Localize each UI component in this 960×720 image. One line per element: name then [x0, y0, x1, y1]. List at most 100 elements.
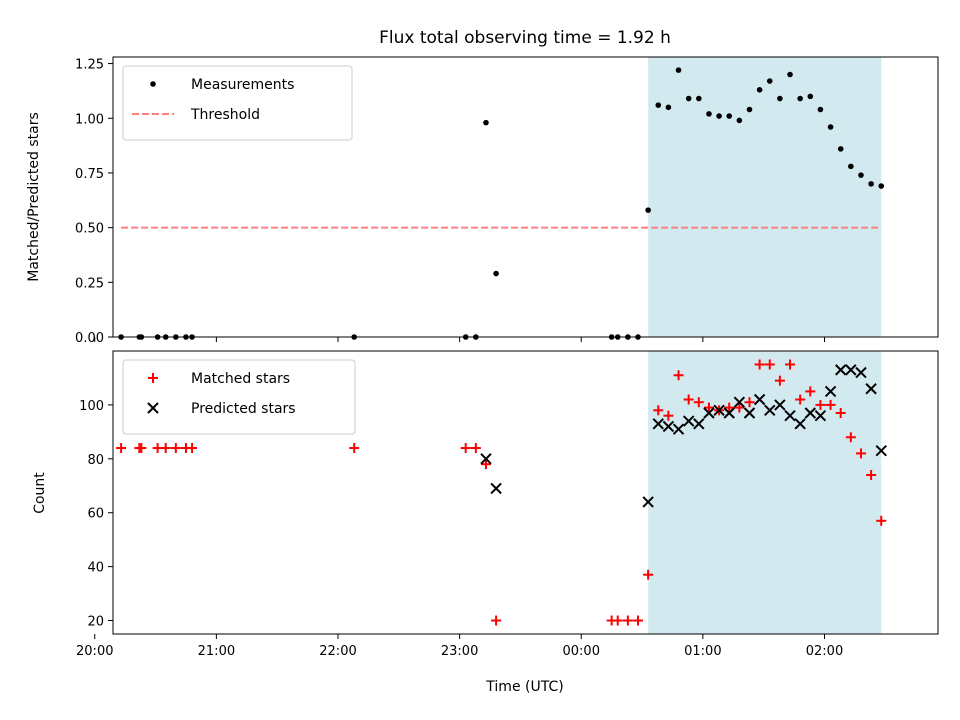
- measurement-point: [685, 95, 692, 102]
- bottom-y-tick-label: 60: [87, 507, 104, 522]
- predicted-star-point-b: [713, 404, 725, 417]
- bottom-x-axis-label: Time (UTC): [485, 679, 563, 695]
- measurement-point: [777, 95, 783, 102]
- matched-star-point: [622, 615, 633, 626]
- predicted-star-point-b: [855, 366, 867, 379]
- measurement-point: [493, 270, 499, 277]
- matched-star-point: [724, 402, 735, 413]
- predicted-star-point-b: [845, 364, 857, 376]
- measurement-point: [675, 67, 682, 73]
- predicted-star-point: [865, 383, 877, 395]
- matched-star-point: [136, 443, 147, 454]
- measurement-point: [766, 78, 773, 84]
- matched-star-point: [663, 410, 674, 421]
- predicted-star-point: [490, 482, 502, 495]
- top-y-tick-label: 1.00: [75, 112, 104, 127]
- legend-box: [122, 359, 356, 435]
- matched-star-point: [754, 359, 765, 370]
- predicted-star-point-b: [784, 409, 796, 422]
- matched-star-point: [876, 515, 887, 526]
- measurement-point: [858, 172, 864, 178]
- predicted-star-point-b: [733, 396, 746, 408]
- predicted-star-point-b: [794, 418, 806, 430]
- predicted-star-point: [672, 423, 685, 435]
- bottom-legend: Matched stars Predicted stars: [122, 359, 356, 435]
- legend-marker-dot: [150, 81, 156, 87]
- top-legend: Measurements Threshold: [122, 65, 353, 141]
- top-y-axis-label: Matched/Predicted stars: [26, 112, 42, 282]
- bottom-y-axis-label: Count: [32, 472, 48, 514]
- matched-star-point: [460, 443, 471, 454]
- predicted-star-point: [764, 404, 776, 417]
- predicted-star-point: [855, 366, 867, 379]
- bottom-y-tick-label: 100: [79, 399, 104, 414]
- measurement-point: [706, 111, 712, 117]
- predicted-star-point-b: [703, 407, 715, 419]
- measurement-point: [817, 106, 824, 113]
- measurement-point: [797, 95, 803, 102]
- predicted-star-point-b: [672, 423, 685, 435]
- top-y-tick-label: 0.75: [75, 167, 104, 182]
- matched-star-point: [744, 397, 755, 408]
- top-axes-frame: [112, 56, 939, 338]
- predicted-star-point: [662, 420, 675, 433]
- predicted-star-point-b: [774, 399, 786, 411]
- predicted-star-point-b: [662, 420, 675, 433]
- matched-star-point: [160, 443, 171, 454]
- matched-star-point: [349, 443, 360, 454]
- predicted-star-point-b: [682, 415, 695, 427]
- matched-star-point: [785, 359, 796, 370]
- bottom-axes-frame: [112, 350, 939, 635]
- matched-star-point: [480, 459, 491, 470]
- predicted-star-point-b: [723, 407, 735, 419]
- matched-star-point: [774, 375, 785, 386]
- matched-star-point: [116, 443, 127, 454]
- predicted-star-point-b: [642, 496, 654, 508]
- legend-label: Measurements: [191, 77, 294, 93]
- measurement-point: [483, 119, 489, 126]
- measurement-point: [716, 113, 722, 119]
- x-tick-label: 20:00: [76, 644, 113, 659]
- legend-box: [122, 65, 353, 141]
- bottom-series-0: [116, 359, 887, 626]
- x-tick-label: 22:00: [319, 644, 356, 659]
- bottom-y-tick-label: 20: [87, 615, 104, 630]
- top-y-tick-label: 0.25: [75, 276, 104, 291]
- matched-star-point: [764, 359, 775, 370]
- x-tick-label: 01:00: [684, 644, 721, 659]
- measurement-point: [756, 87, 763, 93]
- legend-marker-x-b: [147, 402, 159, 414]
- figure-title: Flux total observing time = 1.92 h: [379, 28, 671, 48]
- top-panel: 0.00 0.25 0.50 0.75 1.00 1.25 Measurements Thre…: [75, 56, 939, 346]
- measurement-point: [655, 102, 662, 108]
- predicted-star-point: [723, 407, 735, 419]
- bottom-y-tick-label: 80: [87, 453, 104, 468]
- legend-label: Matched stars: [191, 371, 290, 387]
- measurement-point: [746, 106, 753, 113]
- matched-star-point: [470, 443, 481, 454]
- matched-star-point: [866, 469, 877, 480]
- predicted-star-point-b: [753, 393, 766, 406]
- predicted-star-point: [784, 409, 796, 422]
- measurement-point: [696, 95, 702, 102]
- predicted-star-point-b: [480, 453, 492, 465]
- matched-star-point: [683, 394, 694, 405]
- matched-star-point: [795, 394, 806, 405]
- predicted-star-point: [774, 399, 786, 411]
- top-shaded-interval: [648, 57, 882, 337]
- top-y-tick-label: 1.25: [75, 58, 104, 73]
- predicted-star-point: [480, 453, 492, 465]
- matched-star-point: [653, 405, 664, 416]
- matched-star-point: [835, 407, 846, 418]
- matched-star-point: [633, 615, 643, 626]
- matched-star-point: [491, 615, 502, 626]
- measurement-point: [645, 207, 651, 213]
- legend-label: Predicted stars: [191, 401, 296, 417]
- predicted-star-point: [693, 418, 705, 430]
- predicted-star-point-b: [824, 385, 837, 398]
- matched-star-point: [187, 443, 198, 454]
- measurement-point: [848, 163, 854, 170]
- matched-star-point: [855, 448, 866, 459]
- predicted-star-point-b: [865, 383, 877, 395]
- matched-star-point: [170, 443, 181, 454]
